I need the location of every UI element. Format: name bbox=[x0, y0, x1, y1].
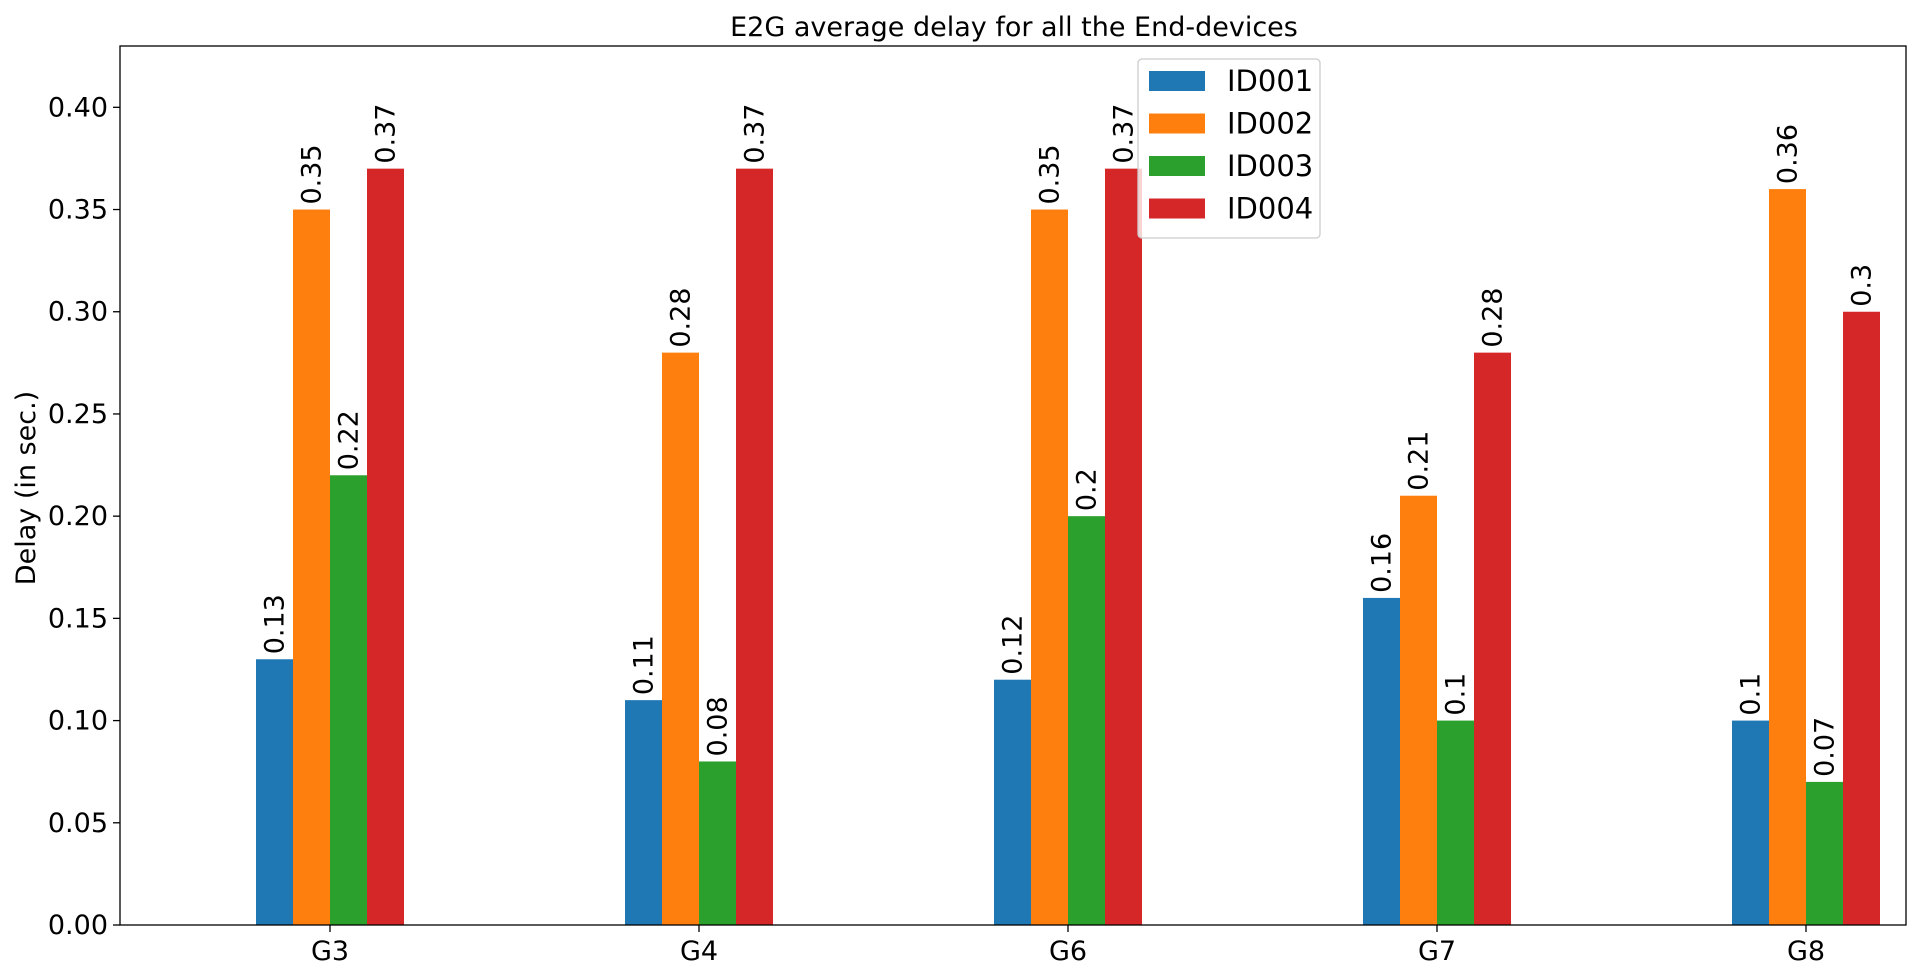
bar-ID001-G7 bbox=[1363, 597, 1400, 925]
data-label: 0.2 bbox=[1072, 468, 1103, 511]
data-label: 0.12 bbox=[998, 615, 1029, 675]
data-label: 0.3 bbox=[1847, 264, 1878, 307]
y-tick-label: 0.35 bbox=[48, 195, 108, 226]
legend-swatch bbox=[1149, 71, 1205, 91]
y-tick-label: 0.40 bbox=[48, 92, 108, 123]
data-label: 0.28 bbox=[666, 288, 697, 348]
bar-ID003-G6 bbox=[1068, 516, 1105, 925]
data-label: 0.08 bbox=[703, 696, 734, 756]
data-label: 0.1 bbox=[1441, 673, 1472, 716]
y-tick-label: 0.30 bbox=[48, 297, 108, 328]
legend-label: ID001 bbox=[1227, 64, 1313, 98]
data-label: 0.37 bbox=[740, 104, 771, 164]
bar-ID002-G3 bbox=[293, 209, 330, 925]
legend-swatch bbox=[1149, 113, 1205, 134]
bar-ID003-G4 bbox=[699, 761, 736, 925]
bar-ID002-G4 bbox=[662, 352, 699, 925]
legend: ID001 ID002 ID003 ID004 bbox=[1137, 58, 1321, 239]
bar-ID002-G8 bbox=[1769, 189, 1806, 925]
bar-ID001-G3 bbox=[256, 659, 293, 925]
legend-swatch bbox=[1149, 156, 1205, 176]
x-tick-label: G7 bbox=[1418, 936, 1456, 967]
data-label: 0.07 bbox=[1810, 717, 1841, 777]
legend-swatch bbox=[1149, 198, 1205, 219]
bar-ID004-G8 bbox=[1843, 311, 1880, 926]
data-label: 0.37 bbox=[371, 104, 402, 164]
data-label: 0.36 bbox=[1773, 124, 1804, 184]
bar-ID004-G4 bbox=[736, 168, 773, 925]
y-tick-label: 0.25 bbox=[48, 399, 108, 430]
bar-ID002-G7 bbox=[1400, 495, 1437, 925]
bar-ID003-G3 bbox=[330, 475, 367, 925]
bar-ID004-G3 bbox=[367, 168, 404, 925]
data-label: 0.22 bbox=[334, 410, 365, 470]
data-label: 0.13 bbox=[260, 594, 291, 654]
data-labels-group: 0.13 0.11 0.12 0.16 0.1 0.35 0.28 0.35 0.21 0.36 0… bbox=[260, 104, 1878, 777]
bar-ID004-G6 bbox=[1105, 168, 1142, 925]
y-tick-label: 0.20 bbox=[48, 501, 108, 532]
data-label: 0.35 bbox=[297, 144, 328, 204]
axes-group: 0.00 0.05 0.10 0.15 0.20 0.25 0.30 0.35 0.40 G3 G4… bbox=[48, 45, 1907, 967]
bars-group bbox=[256, 168, 1880, 926]
bar-ID002-G6 bbox=[1031, 209, 1068, 925]
y-tick-label: 0.00 bbox=[48, 910, 108, 941]
data-label: 0.28 bbox=[1478, 288, 1509, 348]
axes-frame bbox=[119, 45, 1907, 926]
bar-ID003-G8 bbox=[1806, 781, 1843, 925]
bar-ID001-G8 bbox=[1732, 720, 1769, 925]
data-label: 0.16 bbox=[1367, 533, 1398, 593]
x-tick-label: G4 bbox=[680, 936, 718, 967]
bar-ID003-G7 bbox=[1437, 720, 1474, 925]
chart-title: E2G average delay for all the End-device… bbox=[730, 12, 1298, 43]
x-tick-label: G8 bbox=[1787, 936, 1825, 967]
y-axis-label: Delay (in sec.) bbox=[11, 391, 42, 585]
y-tick-label: 0.10 bbox=[48, 706, 108, 737]
data-label: 0.1 bbox=[1736, 673, 1767, 716]
bar-ID004-G7 bbox=[1474, 352, 1511, 925]
legend-label: ID004 bbox=[1227, 192, 1313, 226]
data-label: 0.35 bbox=[1035, 144, 1066, 204]
legend-box bbox=[1137, 58, 1321, 239]
x-tick-label: G3 bbox=[311, 936, 349, 967]
x-tick-label: G6 bbox=[1049, 936, 1087, 967]
legend-label: ID002 bbox=[1227, 107, 1313, 141]
bar-ID001-G4 bbox=[625, 700, 662, 925]
legend-label: ID003 bbox=[1227, 149, 1313, 183]
data-label: 0.37 bbox=[1109, 104, 1140, 164]
y-tick-label: 0.05 bbox=[48, 808, 108, 839]
bar-ID001-G6 bbox=[994, 679, 1031, 925]
data-label: 0.11 bbox=[629, 635, 660, 695]
y-tick-label: 0.15 bbox=[48, 603, 108, 634]
data-label: 0.21 bbox=[1404, 431, 1435, 491]
